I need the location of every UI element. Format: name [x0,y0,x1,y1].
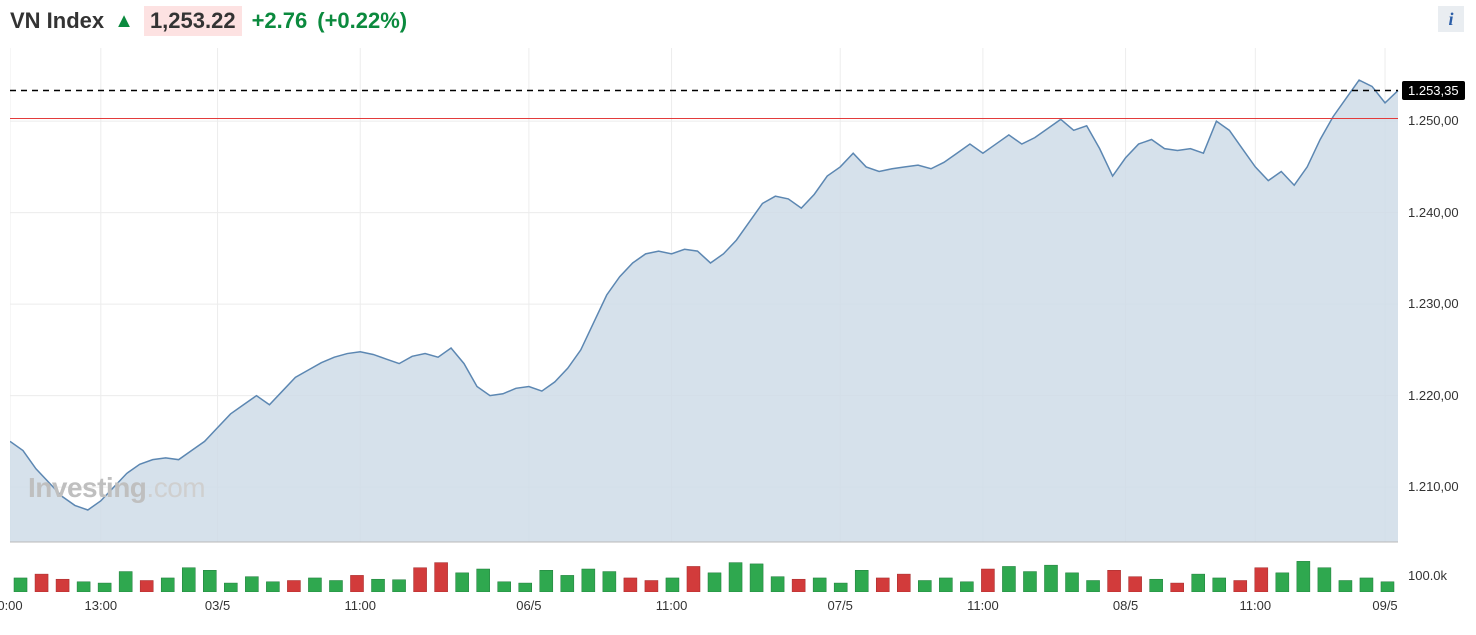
x-axis-label: 11:00 [656,598,688,613]
x-axis-label: 06/5 [516,598,541,613]
info-icon: i [1448,9,1453,30]
y-axis-label: 1.230,00 [1408,296,1459,311]
x-axis-label: 13:00 [85,598,118,613]
price-chart[interactable]: 1.253,35 1.210,00 1.220,00 1.230,00 1.240,0… [10,48,1466,592]
current-price-flag: 1.253,35 [1402,81,1465,100]
x-axis-label: 08/5 [1113,598,1138,613]
last-price: 1,253.22 [144,6,242,36]
price-change: +2.76 [252,8,308,34]
y-axis-label: 1.210,00 [1408,479,1459,494]
y-axis-label: 1.220,00 [1408,388,1459,403]
chart-svg [10,48,1466,592]
chart-container: VN Index ▲ 1,253.22 +2.76 (+0.22%) i 1.2… [0,0,1476,635]
info-button[interactable]: i [1438,6,1464,32]
chart-header: VN Index ▲ 1,253.22 +2.76 (+0.22%) [10,6,407,36]
direction-arrow-icon: ▲ [114,10,134,33]
y-axis-label: 1.250,00 [1408,113,1459,128]
x-axis-label: 03/5 [205,598,230,613]
volume-axis-label: 100.0k [1408,568,1447,583]
x-axis-label: 11:00 [344,598,376,613]
x-axis-label: 09/5 [1372,598,1397,613]
instrument-name: VN Index [10,8,104,34]
y-axis-label: 1.240,00 [1408,205,1459,220]
x-axis-label: 11:00 [967,598,999,613]
x-axis-label: 07/5 [828,598,853,613]
price-change-pct: (+0.22%) [317,8,407,34]
x-axis-label: 0:00 [0,598,23,613]
x-axis-label: 11:00 [1240,598,1272,613]
